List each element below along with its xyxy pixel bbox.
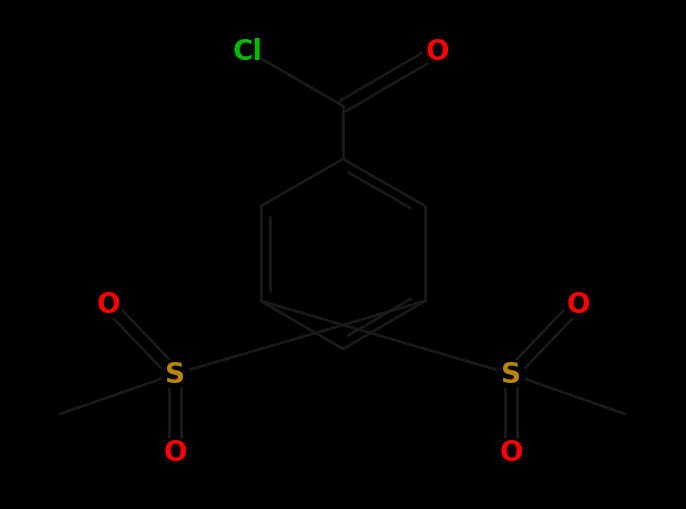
- Circle shape: [161, 438, 189, 466]
- Circle shape: [497, 438, 525, 466]
- Text: O: O: [566, 291, 590, 318]
- Text: O: O: [96, 291, 120, 318]
- Circle shape: [94, 291, 122, 318]
- Circle shape: [234, 38, 262, 66]
- Text: O: O: [499, 438, 523, 466]
- Text: S: S: [501, 360, 521, 388]
- Text: Cl: Cl: [233, 38, 263, 66]
- Text: S: S: [165, 360, 185, 388]
- Circle shape: [161, 360, 189, 388]
- Text: O: O: [425, 38, 449, 66]
- Circle shape: [423, 38, 451, 66]
- Circle shape: [564, 291, 592, 318]
- Text: O: O: [163, 438, 187, 466]
- Circle shape: [497, 360, 525, 388]
